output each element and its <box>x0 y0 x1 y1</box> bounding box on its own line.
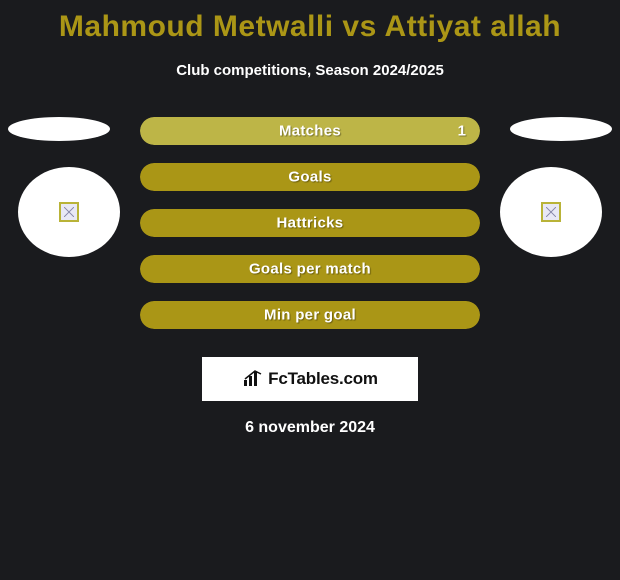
date-label: 6 november 2024 <box>0 419 620 437</box>
player-right-shadow <box>510 117 612 141</box>
player-left-shadow <box>8 117 110 141</box>
stat-bar-goals: Goals <box>140 163 480 191</box>
stat-label: Goals per match <box>140 261 480 278</box>
stat-bar-hattricks: Hattricks <box>140 209 480 237</box>
stat-label: Min per goal <box>140 307 480 324</box>
stat-value-right: 1 <box>458 123 466 140</box>
branding-logo[interactable]: FcTables.com <box>202 357 418 401</box>
image-placeholder-icon <box>59 202 79 222</box>
page-title: Mahmoud Metwalli vs Attiyat allah <box>0 0 620 44</box>
image-placeholder-icon <box>541 202 561 222</box>
avatar-right <box>500 167 602 257</box>
fctables-chart-icon <box>242 370 264 388</box>
stat-label: Hattricks <box>140 215 480 232</box>
stat-label: Matches <box>140 123 480 140</box>
avatar-left <box>18 167 120 257</box>
branding-text: FcTables.com <box>268 369 378 389</box>
subtitle: Club competitions, Season 2024/2025 <box>0 62 620 79</box>
stat-bar-min-per-goal: Min per goal <box>140 301 480 329</box>
stat-label: Goals <box>140 169 480 186</box>
stat-bar-matches: Matches 1 <box>140 117 480 145</box>
stat-bar-goals-per-match: Goals per match <box>140 255 480 283</box>
stat-bars: Matches 1 Goals Hattricks Goals per matc… <box>140 117 480 347</box>
